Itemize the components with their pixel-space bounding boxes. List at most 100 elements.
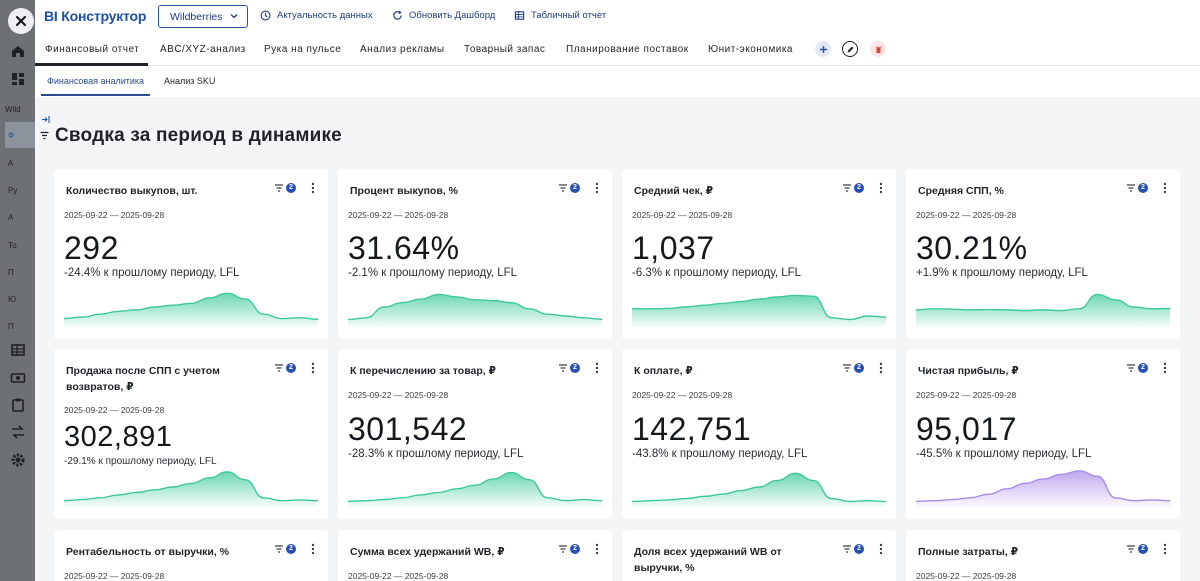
kpi-card-title: Доля всех удержаний WB от выручки, % [634, 546, 782, 574]
filter-icon[interactable] [842, 363, 852, 373]
sidebar-item-7[interactable]: Ю [8, 295, 17, 304]
kpi-card-value: 142,751 [632, 411, 752, 447]
kebab-menu-icon[interactable] [1161, 182, 1169, 194]
subtab-sku-analysis[interactable]: Анализ SKU [164, 76, 216, 86]
main-tabs: Финансовый отчет ABC/XYZ-анализ Рука на … [35, 33, 1200, 66]
clock-icon [260, 10, 271, 21]
sparkline-line [348, 293, 602, 321]
sidebar-item-1[interactable]: Ф [5, 122, 35, 148]
sidebar-item-5[interactable]: То [8, 241, 17, 250]
refresh-icon [393, 10, 402, 20]
sidebar-item-2[interactable]: А [8, 159, 14, 168]
pencil-icon [847, 46, 853, 52]
app-logo: BI Конструктор [44, 8, 147, 24]
filter-icon[interactable] [40, 131, 49, 140]
money-icon[interactable] [10, 370, 26, 386]
kpi-card-delta: +1.9% к прошлому периоду, LFL [916, 267, 1088, 279]
kebab-menu-icon[interactable] [309, 182, 317, 194]
subtab-financial-analytics[interactable]: Финансовая аналитика [47, 76, 145, 86]
kebab-menu-icon[interactable] [877, 182, 885, 194]
page-title: Сводка за период в динамике [55, 125, 342, 146]
kpi-card-delta: -6.3% к прошлому периоду, LFL [632, 267, 802, 279]
data-freshness-label: Актуальность данных [277, 10, 373, 21]
sparkline-line [348, 471, 602, 503]
sparkline-line [916, 470, 1170, 503]
marketplace-select[interactable]: Wildberries [158, 5, 248, 28]
table-report-button[interactable]: Табличный отчет [514, 10, 606, 21]
filter-icon[interactable] [274, 183, 284, 193]
sparkline-line [64, 471, 318, 502]
data-freshness-button[interactable]: Актуальность данных [260, 10, 373, 21]
kebab-menu-icon[interactable] [593, 543, 601, 555]
tab-financial-report[interactable]: Финансовый отчет [45, 44, 140, 55]
kpi-card-date-range: 2025-09-22 — 2025-09-28 [916, 571, 1017, 581]
filter-icon[interactable] [274, 363, 284, 373]
filter-icon[interactable] [274, 544, 284, 554]
kpi-card-value: 31.64% [348, 230, 460, 266]
kpi-card-date-range: 2025-09-22 — 2025-09-28 [632, 210, 733, 220]
add-tab-button[interactable] [815, 41, 831, 57]
kebab-menu-icon[interactable] [1161, 362, 1169, 374]
sidebar-item-8[interactable]: П [8, 322, 14, 331]
kebab-menu-icon[interactable] [593, 362, 601, 374]
filter-icon[interactable] [842, 544, 852, 554]
filter-icon[interactable] [1126, 544, 1136, 554]
tab-ads-analysis[interactable]: Анализ рекламы [360, 44, 445, 55]
close-icon [16, 16, 26, 26]
sparkline-line [64, 292, 318, 320]
kpi-card-delta: -29.1% к прошлому периоду, LFL [64, 456, 217, 467]
sidebar-item-4[interactable]: А [8, 213, 14, 222]
kebab-menu-icon[interactable] [309, 543, 317, 555]
swap-icon[interactable] [10, 424, 26, 440]
kebab-menu-icon[interactable] [309, 362, 317, 374]
kpi-card: Полные затраты, ₽ 2 2025-09-22 — 2025-09-2… [906, 530, 1180, 581]
home-icon[interactable] [10, 43, 26, 59]
filter-icon[interactable] [1126, 183, 1136, 193]
kpi-card-date-range: 2025-09-22 — 2025-09-28 [64, 405, 165, 415]
filter-icon[interactable] [1126, 363, 1136, 373]
sparkline-chart [632, 472, 886, 507]
trash-icon [875, 46, 881, 53]
filter-count-badge: 2 [570, 183, 580, 193]
sparkline-area [348, 294, 602, 327]
tab-supply-planning[interactable]: Планирование поставок [566, 44, 689, 55]
filter-icon[interactable] [558, 544, 568, 554]
gear-icon[interactable] [10, 452, 26, 468]
sub-tabs: Финансовая аналитика Анализ SKU [35, 66, 1200, 97]
delete-tab-button[interactable] [870, 41, 886, 57]
kebab-menu-icon[interactable] [877, 362, 885, 374]
sidebar-item-6[interactable]: П [8, 268, 14, 277]
tab-abc-xyz[interactable]: ABC/XYZ-анализ [160, 44, 246, 55]
collapse-arrow-icon[interactable] [41, 115, 50, 124]
kpi-card: Средняя СПП, % 2 2025-09-22 — 2025-09-28 30… [906, 169, 1180, 339]
refresh-dashboard-button[interactable]: Обновить Дашборд [392, 10, 495, 21]
kpi-card-title: К оплате, ₽ [634, 365, 693, 377]
filter-count-badge: 2 [1138, 544, 1148, 554]
kpi-card-date-range: 2025-09-22 — 2025-09-28 [64, 571, 165, 581]
filter-icon[interactable] [558, 183, 568, 193]
kpi-card: Средний чек, ₽ 2 2025-09-22 — 2025-09-28 1,… [622, 169, 896, 339]
dashboard-icon[interactable] [10, 71, 26, 87]
table-icon[interactable] [10, 342, 26, 358]
tab-unit-economics[interactable]: Юнит-экономика [708, 44, 793, 55]
sparkline-area [632, 473, 886, 507]
clipboard-icon[interactable] [10, 397, 26, 413]
kebab-menu-icon[interactable] [1161, 543, 1169, 555]
filter-count-badge: 2 [570, 363, 580, 373]
kpi-card-value: 301,542 [348, 411, 468, 447]
close-button[interactable] [8, 8, 34, 34]
filter-icon[interactable] [558, 363, 568, 373]
tab-pulse[interactable]: Рука на пульсе [264, 44, 342, 55]
kebab-menu-icon[interactable] [593, 182, 601, 194]
sidebar-item-3[interactable]: Ру [8, 186, 18, 195]
filter-icon[interactable] [842, 183, 852, 193]
kpi-card-title: Продажа после СПП с учетом возвратов, ₽ [66, 365, 220, 393]
sparkline-chart [916, 470, 1170, 507]
kpi-card-date-range: 2025-09-22 — 2025-09-28 [348, 390, 449, 400]
edit-tab-button[interactable] [842, 41, 858, 57]
kebab-menu-icon[interactable] [877, 543, 885, 555]
kpi-card-date-range: 2025-09-22 — 2025-09-28 [916, 390, 1017, 400]
kpi-card: К оплате, ₽ 2 2025-09-22 — 2025-09-28 142,7… [622, 349, 896, 519]
kpi-card-title: Рентабельность от выручки, % [66, 546, 230, 558]
tab-stock[interactable]: Товарный запас [464, 44, 546, 55]
